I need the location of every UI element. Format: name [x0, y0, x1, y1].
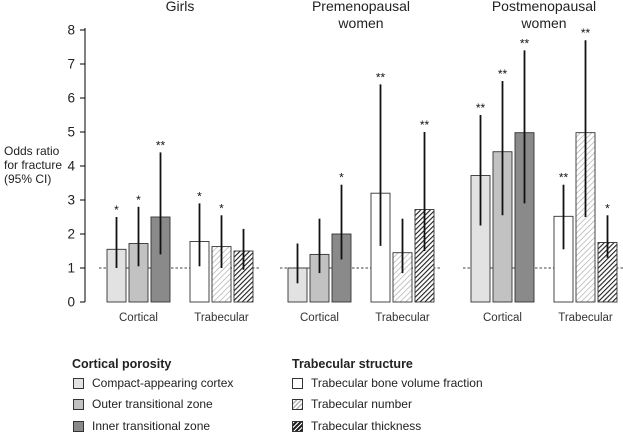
legend-swatch-bvf	[292, 377, 303, 389]
significance-marker: *	[114, 203, 119, 217]
panel-title: Premenopausal	[312, 0, 410, 14]
y-tick-label: 7	[67, 57, 75, 72]
y-tick-label: 8	[67, 23, 75, 38]
legend-label: Outer transitional zone	[92, 397, 213, 411]
group-label: Trabecular	[558, 312, 613, 324]
group-label: Cortical	[300, 312, 339, 324]
significance-marker: **	[498, 67, 508, 81]
significance-marker: **	[581, 26, 591, 40]
significance-marker: *	[605, 201, 610, 215]
significance-marker: **	[476, 101, 486, 115]
significance-marker: **	[420, 118, 430, 132]
legend-item-trabecular-thickness: Trabecular thickness	[292, 419, 421, 433]
group-label: Cortical	[119, 312, 158, 324]
plot-area: ****Cortical**TrabecularGirls*Cortical**…	[99, 0, 623, 324]
significance-marker: **	[559, 171, 569, 185]
legend-swatch-tbn	[292, 398, 303, 410]
group-label: Trabecular	[194, 312, 249, 324]
significance-marker: **	[376, 70, 386, 84]
legend-label: Trabecular thickness	[311, 419, 422, 433]
panel-title: women	[520, 15, 566, 31]
significance-marker: *	[136, 193, 141, 207]
y-axis: 0 1 2 3 4 5 6 7 8	[67, 23, 86, 310]
legend-swatch-inner	[73, 420, 84, 432]
legend-label: Trabecular bone volume fraction	[311, 376, 483, 390]
legend-label: Inner transitional zone	[92, 419, 211, 433]
significance-marker: *	[219, 201, 224, 215]
legend-label: Compact-appearing cortex	[92, 376, 234, 390]
legend-item-trabecular-number: Trabecular number	[292, 397, 412, 411]
y-axis-label-line: (95% CI)	[4, 172, 52, 186]
legend-swatch-compact	[73, 377, 84, 389]
y-axis-label: Odds ratio for fracture (95% CI)	[4, 144, 62, 186]
legend-title-trabecular: Trabecular structure	[292, 357, 413, 371]
panel-title: Postmenopausal	[492, 0, 596, 14]
legend-swatch-outer	[73, 398, 84, 410]
legend-title-cortical: Cortical porosity	[72, 357, 172, 371]
legend-item-outer-zone: Outer transitional zone	[73, 397, 213, 411]
significance-marker: *	[339, 171, 344, 185]
y-tick-label: 6	[67, 91, 75, 106]
legend-swatch-tbth	[292, 420, 303, 432]
significance-marker: **	[156, 138, 166, 152]
legend-item-bone-volume-fraction: Trabecular bone volume fraction	[292, 376, 483, 390]
y-tick-label: 2	[67, 227, 75, 242]
y-tick-label: 4	[67, 159, 75, 174]
group-label: Cortical	[483, 312, 522, 324]
group-label: Trabecular	[375, 312, 430, 324]
y-tick-label: 3	[67, 193, 75, 208]
y-tick-label: 5	[67, 125, 75, 140]
legend-item-compact-cortex: Compact-appearing cortex	[73, 376, 233, 390]
y-axis-label-line: for fracture	[4, 158, 63, 172]
y-tick-label: 1	[67, 261, 75, 276]
significance-marker: *	[197, 189, 202, 203]
significance-marker: **	[520, 36, 530, 50]
panel-title: women	[337, 15, 383, 31]
panel-title: Girls	[166, 0, 195, 14]
y-axis-label-line: Odds ratio	[4, 144, 60, 158]
legend-item-inner-zone: Inner transitional zone	[73, 419, 210, 433]
y-tick-label: 0	[67, 295, 75, 310]
legend-label: Trabecular number	[311, 397, 412, 411]
